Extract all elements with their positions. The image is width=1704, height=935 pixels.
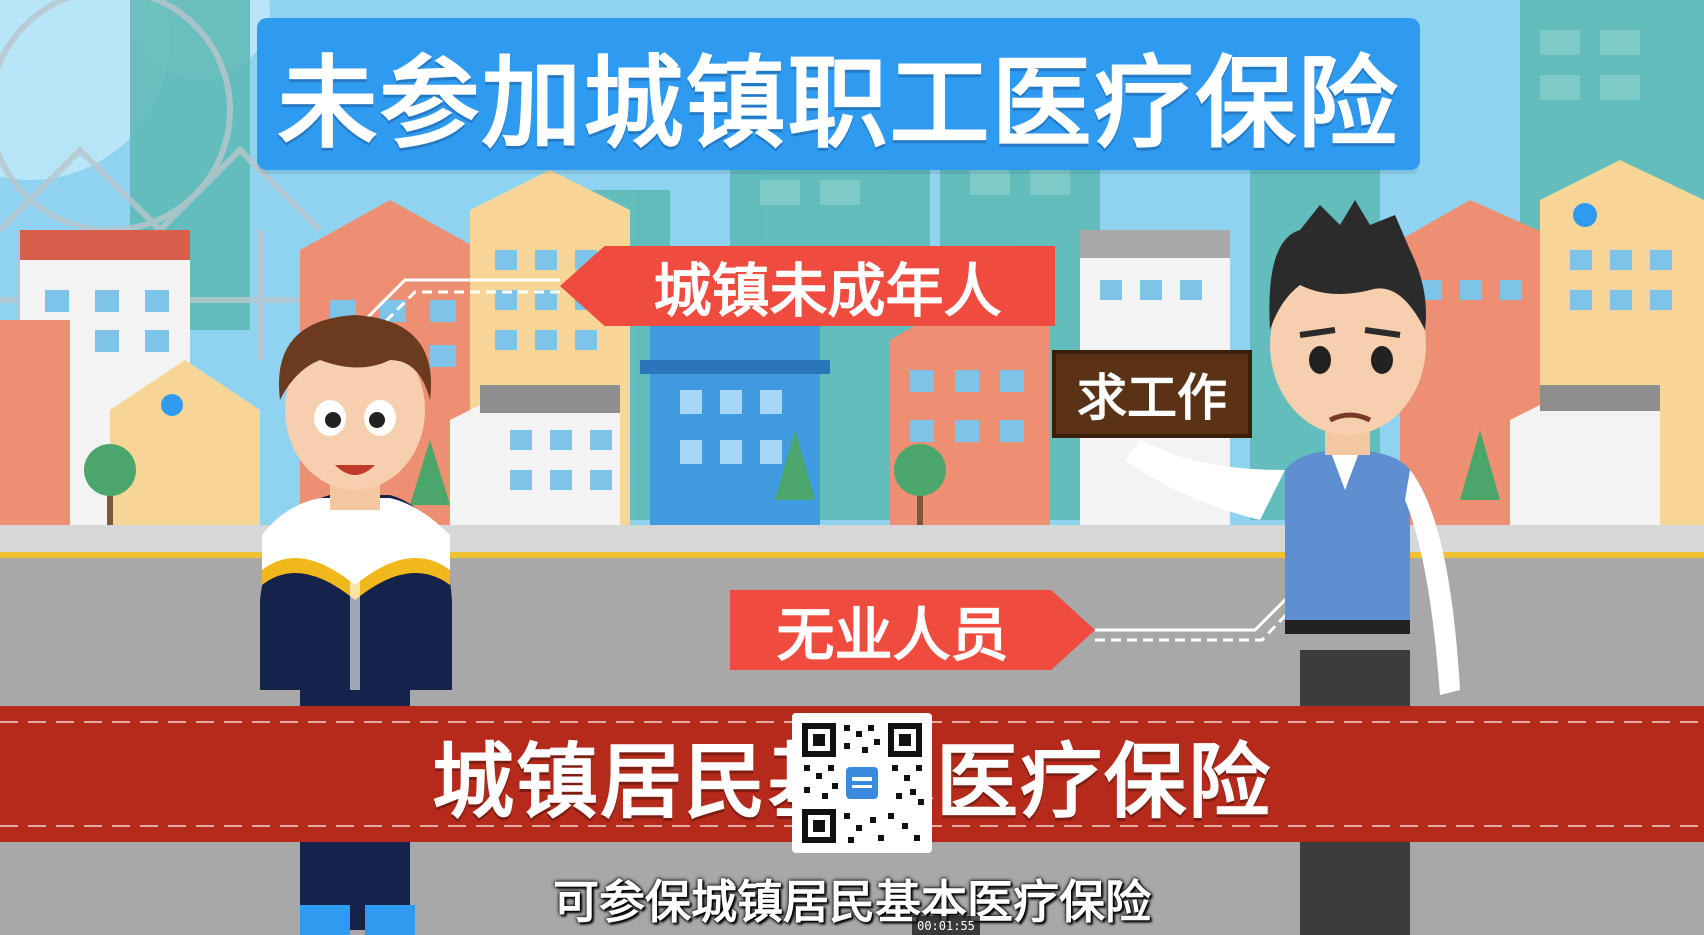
minors-tag: 城镇未成年人: [560, 246, 1055, 326]
playback-timestamp: 00:01:55: [912, 916, 980, 935]
job-wanted-sign: 求工作: [1052, 350, 1252, 438]
title-banner: 未参加城镇职工医疗保险: [257, 18, 1420, 170]
qr-code-pattern: [800, 721, 924, 845]
title-text: 未参加城镇职工医疗保险: [277, 44, 1400, 162]
job-seeker-character: [1125, 200, 1460, 935]
subtitle-caption: 可参保城镇居民基本医疗保险: [553, 875, 1151, 929]
unemployed-tag: 无业人员: [730, 590, 1095, 670]
qr-code-icon: [792, 713, 932, 853]
